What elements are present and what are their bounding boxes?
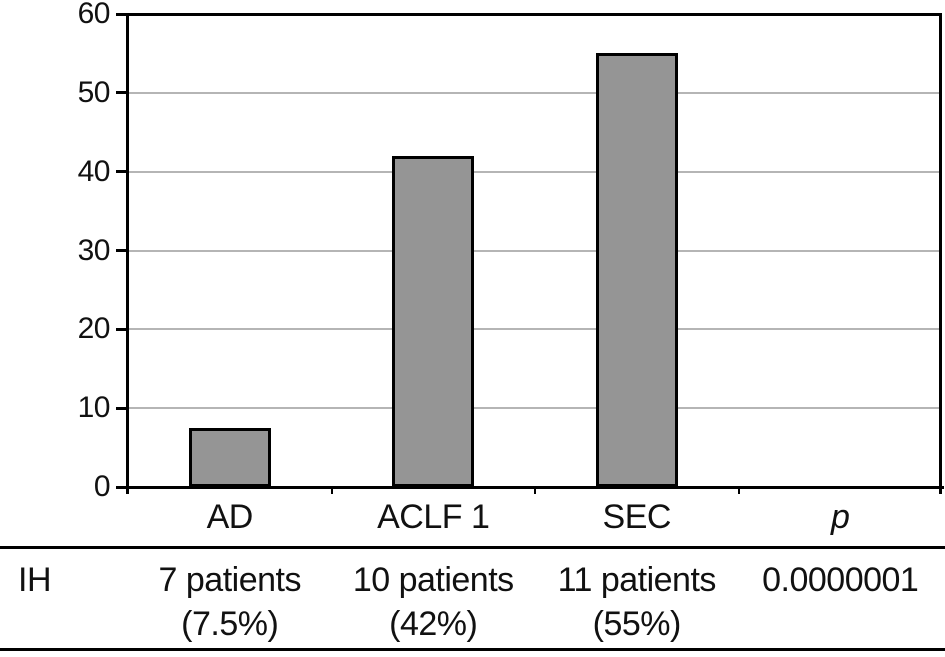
bar-sec (595, 53, 678, 487)
table-row-label: IH (18, 561, 52, 599)
y-tick-label-0: 0 (93, 470, 111, 503)
x-label-ad: AD (206, 498, 254, 536)
cell-line2: (55%) (592, 605, 682, 643)
x-label-p: p (831, 498, 850, 536)
x-tick-1 (330, 489, 333, 494)
y-axis-line (126, 12, 129, 494)
y-tick-50 (116, 91, 128, 95)
cell-line1: 0.0000001 (762, 561, 919, 599)
x-tick-2 (534, 489, 536, 494)
bar-aclf-1 (392, 155, 475, 487)
bar-ad (188, 427, 271, 487)
gridline-30 (128, 249, 942, 252)
gridline-50 (128, 91, 942, 94)
cell-line2: (42%) (389, 605, 478, 643)
y-tick-label-20: 20 (77, 312, 111, 346)
y-tick-10 (116, 406, 128, 410)
cell-line1: 10 patients (352, 561, 514, 599)
table-bottom-rule (0, 648, 945, 651)
gridline-20 (128, 328, 942, 331)
y-tick-label-40: 40 (77, 154, 111, 188)
y-tick-label-10: 10 (77, 391, 111, 425)
table-cell-sec: 11 patients (55%) (535, 558, 739, 646)
cell-line2 (739, 602, 943, 646)
x-axis-line (116, 485, 944, 489)
plot-right-border (939, 12, 942, 494)
table-cell-aclf1: 10 patients (42%) (332, 558, 536, 646)
x-label-sec: SEC (602, 498, 672, 536)
y-tick-20 (116, 327, 128, 331)
table-cell-p-value: 0.0000001 (739, 558, 943, 646)
cell-line2: (7.5%) (181, 605, 279, 643)
gridline-10 (128, 407, 942, 410)
y-tick-40 (116, 170, 128, 174)
y-tick-label-60: 60 (77, 0, 111, 30)
gridline-40 (128, 170, 942, 173)
x-label-aclf1: ACLF 1 (377, 498, 490, 536)
table-cell-ad: 7 patients (7.5%) (128, 558, 332, 646)
plot-top-border (116, 12, 942, 16)
table-top-rule (0, 546, 945, 549)
y-tick-30 (116, 249, 128, 252)
cell-line1: 7 patients (158, 561, 302, 599)
cell-line1: 11 patients (557, 561, 717, 599)
y-tick-label-50: 50 (77, 75, 111, 109)
x-tick-3 (737, 489, 740, 494)
y-tick-label-30: 30 (77, 233, 111, 267)
